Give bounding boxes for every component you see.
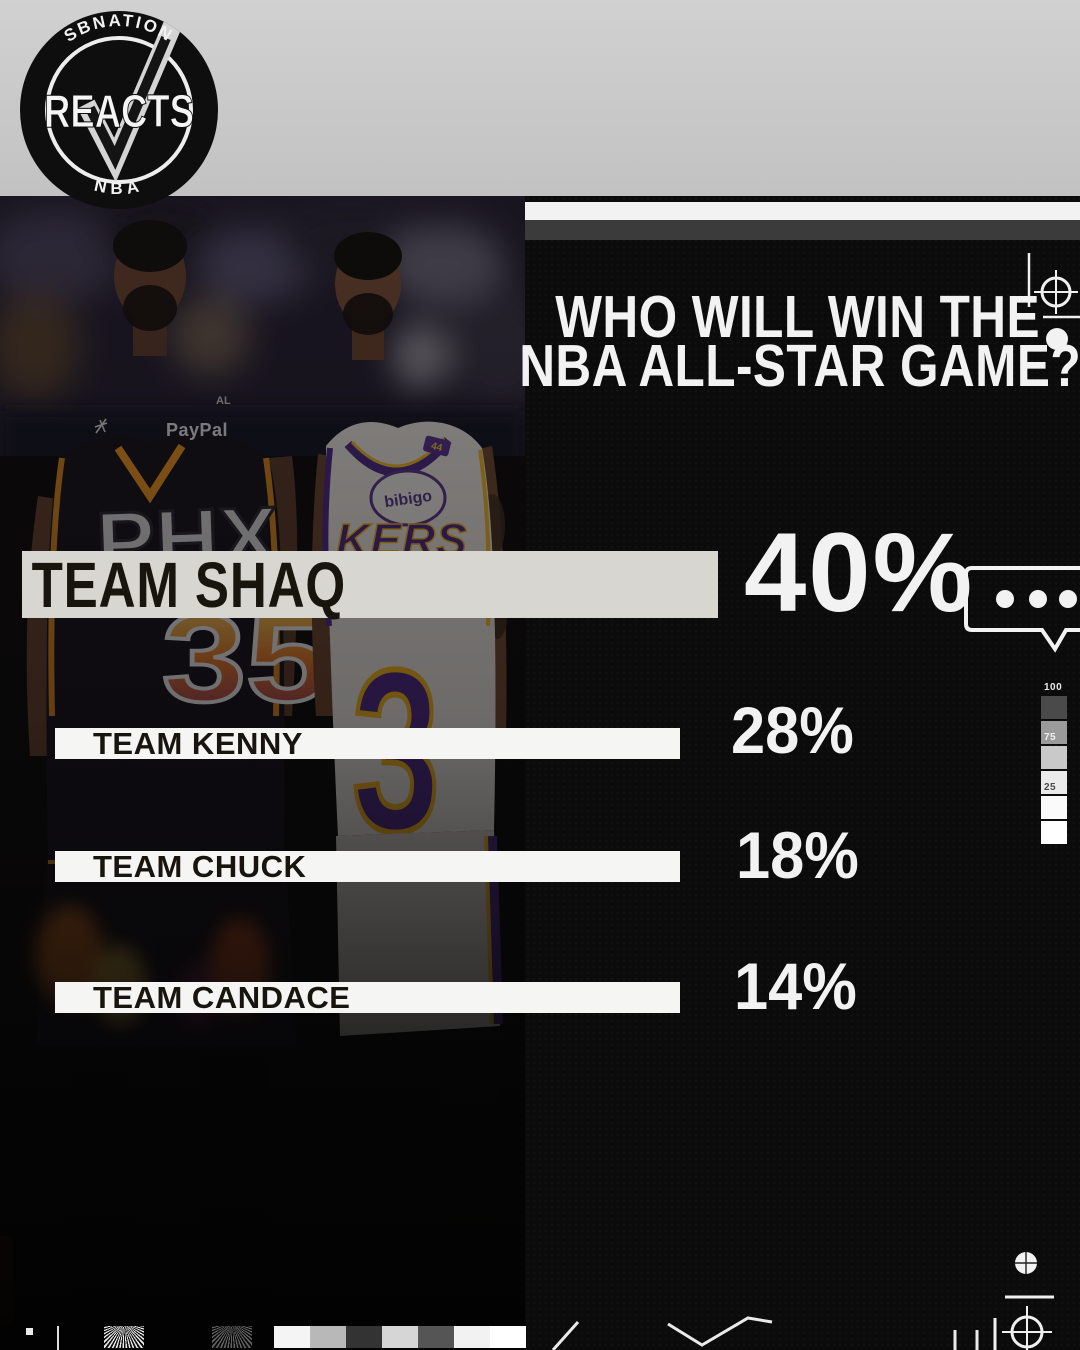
- calibration-column: 100 75 25: [1041, 682, 1071, 844]
- calibration-square: [1041, 771, 1067, 794]
- swatch: [418, 1326, 454, 1348]
- calibration-label-100: 100: [1044, 682, 1063, 693]
- logo-inner-ring: [45, 36, 193, 184]
- calibration-square: [1041, 696, 1067, 719]
- print-dot-mark: [26, 1328, 33, 1335]
- poll-title-line1: WHO WILL WIN THE: [555, 284, 1040, 350]
- photo-dark-overlay: [0, 196, 525, 1350]
- poll-title-line2: NBA ALL-STAR GAME?: [519, 333, 1080, 399]
- swatch: [490, 1326, 526, 1348]
- print-marks-strip: [0, 1240, 1080, 1350]
- calibration-square: [1041, 821, 1067, 844]
- accent-strip-gray: [525, 220, 1080, 240]
- poll-percent-team-candace: 14%: [734, 949, 857, 1023]
- poll-bar-team-chuck: TEAM CHUCK: [55, 848, 680, 884]
- print-vline-mark: [57, 1326, 59, 1350]
- logo-checkmark-icon: [85, 36, 171, 170]
- poll-bar-team-candace: TEAM CANDACE: [55, 979, 680, 1015]
- speech-bubble-icon: [964, 566, 1080, 653]
- calibration-label-25: 25: [1044, 782, 1057, 793]
- sbnation-reacts-logo: SBNATION REACTS NBA: [20, 11, 218, 209]
- poll-label-team-chuck: TEAM CHUCK: [93, 848, 307, 884]
- swatch: [346, 1326, 382, 1348]
- swatch: [454, 1326, 490, 1348]
- accent-strip-white: [525, 202, 1080, 220]
- poll-percent-team-kenny: 28%: [731, 693, 854, 767]
- registration-marks-bottom-right-icon: [551, 1252, 1054, 1350]
- svg-text:NBA: NBA: [93, 176, 146, 198]
- grayscale-swatch-bar: [274, 1326, 526, 1348]
- swatch: [382, 1326, 418, 1348]
- calibration-square: [1041, 746, 1067, 769]
- poll-bar-team-kenny: TEAM KENNY: [55, 725, 680, 761]
- swatch: [274, 1326, 310, 1348]
- starburst-pattern-dim-icon: [212, 1326, 252, 1348]
- logo-arc-bottom-text: NBA: [93, 176, 141, 198]
- registration-mark-top-icon: [1027, 253, 1080, 350]
- starburst-pattern-icon: [104, 1326, 144, 1348]
- poll-label-team-kenny: TEAM KENNY: [93, 725, 303, 761]
- poll-percent-team-shaq: 40%: [744, 510, 975, 635]
- logo-center-text: REACTS: [44, 85, 194, 137]
- photo-illustration: AL PayPal PHX 35: [0, 196, 525, 1350]
- poll-label-team-candace: TEAM CANDACE: [93, 979, 351, 1015]
- calibration-square: [1041, 796, 1067, 819]
- calibration-label-75: 75: [1044, 732, 1057, 743]
- swatch: [310, 1326, 346, 1348]
- poll-title: WHO WILL WIN THE NBA ALL-STAR GAME?: [420, 284, 1080, 399]
- poll-percent-team-chuck: 18%: [736, 818, 859, 892]
- photo-panel: AL PayPal PHX 35: [0, 196, 525, 1350]
- calibration-square: [1041, 721, 1067, 744]
- poll-bar-team-shaq: TEAM SHAQ: [22, 549, 718, 621]
- comma-dot: [1046, 328, 1068, 350]
- content-panel: [525, 196, 1080, 1350]
- poll-label-team-shaq: TEAM SHAQ: [31, 548, 346, 621]
